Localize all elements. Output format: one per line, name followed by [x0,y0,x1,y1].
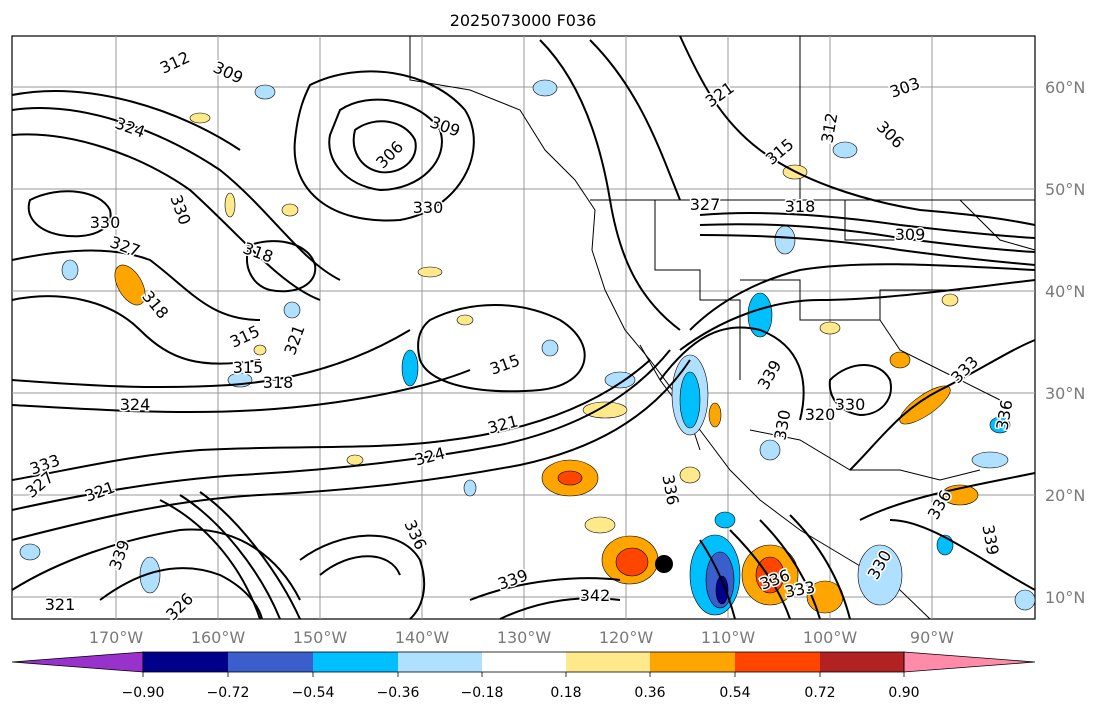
lat-label: 50°N [1045,180,1085,199]
contour-label: 318 [785,197,816,216]
contour-label: 342 [580,586,611,605]
colorbar: −0.90 −0.72 −0.54 −0.36 −0.18 0.18 0.36 … [11,651,1036,701]
colorbar-tick-label: −0.36 [377,685,420,701]
colorbar-segment [650,652,735,672]
lon-label: 100°W [803,628,858,647]
contour-label: 309 [895,225,926,244]
lon-label: 170°W [89,628,144,647]
contour-label: 327 [690,195,721,214]
colorbar-tick-label: −0.72 [207,685,250,701]
height-contours [11,35,1036,620]
colorbar-tick-label: −0.90 [122,685,165,701]
contour-label: 320 [805,405,836,424]
storm-center-marker [655,555,673,573]
lat-label: 10°N [1045,588,1085,607]
colorbar-segment [143,652,228,672]
latitude-labels: 60°N 50°N 40°N 30°N 20°N 10°N [1045,78,1085,607]
lon-label: 140°W [395,628,450,647]
lon-label: 110°W [701,628,756,647]
colorbar-extend-low [11,651,144,673]
colorbar-tick-label: 0.90 [888,685,919,701]
lon-label: 150°W [293,628,348,647]
colorbar-segment [482,652,566,672]
colorbar-segment [735,652,820,672]
lon-label: 160°W [191,628,246,647]
contour-label: 318 [263,373,294,392]
negative-shading [19,79,1036,616]
lat-label: 20°N [1045,486,1085,505]
contour-label: 324 [120,395,151,414]
colorbar-tick-label: −0.54 [292,685,335,701]
longitude-labels: 170°W 160°W 150°W 140°W 130°W 120°W 110°… [89,628,954,647]
contour-label: 330 [90,213,121,232]
lon-label: 90°W [910,628,954,647]
colorbar-tick-label: 0.54 [719,685,750,701]
lon-label: 120°W [599,628,654,647]
contour-label: 330 [413,198,444,217]
lat-label: 30°N [1045,384,1085,403]
colorbar-tick-label: 0.36 [634,685,665,701]
contour-label: 315 [233,358,264,377]
colorbar-tick-label: 0.18 [550,685,581,701]
colorbar-extend-high [903,651,1036,673]
colorbar-segment [566,652,650,672]
colorbar-segment [398,652,482,672]
lon-label: 130°W [497,628,552,647]
lat-label: 40°N [1045,282,1085,301]
contour-label: 321 [45,595,76,614]
lat-label: 60°N [1045,78,1085,97]
map-title: 2025073000 F036 [450,11,597,30]
colorbar-segment [228,652,313,672]
colorbar-tick-label: −0.18 [461,685,504,701]
colorbar-segment [820,652,904,672]
contour-label: 330 [835,395,866,414]
colorbar-tick-label: 0.72 [804,685,835,701]
colorbar-segment [313,652,398,672]
